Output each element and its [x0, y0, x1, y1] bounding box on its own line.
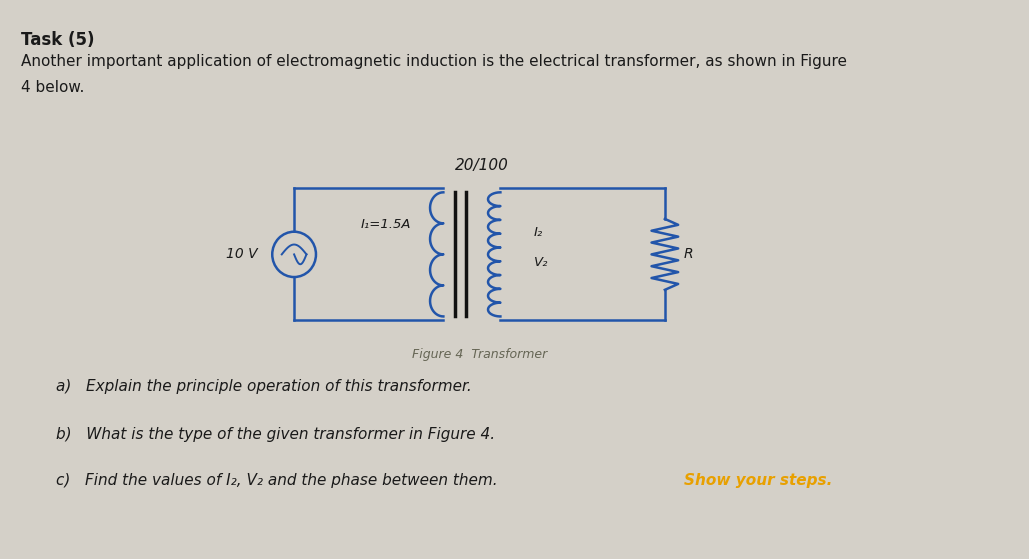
Text: Show your steps.: Show your steps. [684, 473, 832, 488]
Text: V₂: V₂ [534, 256, 548, 269]
Text: 10 V: 10 V [226, 248, 258, 262]
Text: Figure 4  Transformer: Figure 4 Transformer [412, 348, 547, 361]
Text: 20/100: 20/100 [456, 158, 509, 173]
Text: Another important application of electromagnetic induction is the electrical tra: Another important application of electro… [22, 54, 847, 69]
Text: I₁=1.5A: I₁=1.5A [360, 219, 412, 231]
Text: 4 below.: 4 below. [22, 80, 84, 95]
Text: R: R [684, 248, 694, 262]
Text: c)   Find the values of I₂, V₂ and the phase between them.: c) Find the values of I₂, V₂ and the pha… [57, 473, 508, 488]
Text: b)   What is the type of the given transformer in Figure 4.: b) What is the type of the given transfo… [57, 427, 496, 442]
Text: I₂: I₂ [534, 226, 543, 239]
Text: a)   Explain the principle operation of this transformer.: a) Explain the principle operation of th… [57, 380, 472, 395]
Text: Task (5): Task (5) [22, 31, 95, 49]
